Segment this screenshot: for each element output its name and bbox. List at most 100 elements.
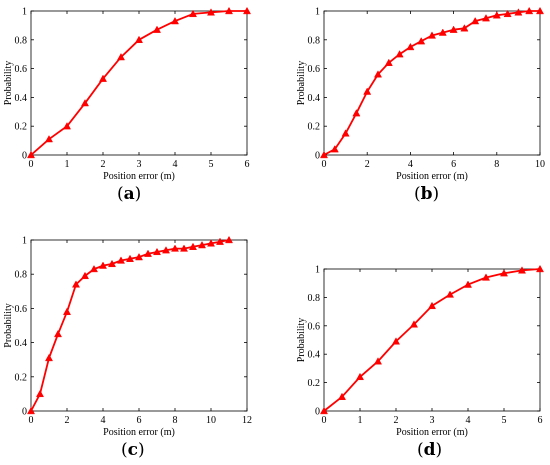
x-tick-label: 3: [430, 415, 435, 426]
x-tick-label: 3: [137, 159, 142, 170]
x-tick-label: 8: [494, 159, 499, 170]
data-point-marker: [26, 150, 36, 159]
data-point-marker: [319, 406, 329, 415]
x-tick-label: 6: [245, 159, 250, 170]
data-point-marker: [427, 301, 437, 310]
data-point-marker: [460, 24, 469, 32]
data-point-marker: [215, 237, 225, 245]
y-tick-label: 0.8: [308, 293, 321, 304]
y-tick-label: 0.8: [308, 35, 321, 46]
y-tick-label: 0.4: [308, 93, 321, 104]
data-point-marker: [514, 8, 523, 16]
data-point-marker: [80, 271, 90, 280]
data-point-marker: [492, 11, 501, 19]
y-tick-label: 1: [22, 7, 27, 18]
y-tick-label: 1: [22, 236, 27, 247]
data-point-marker: [319, 150, 329, 159]
x-tick-label: 4: [101, 415, 106, 426]
panel-label-b-letter: b: [420, 184, 433, 204]
chart-panel-a: 0 1 2 3 4 5 6 0 0.2 0.4 0.6 0.8 1 Position error (m) P…: [3, 6, 252, 182]
x-tick-label: 2: [394, 415, 399, 426]
data-point-marker: [499, 269, 509, 277]
y-tick-label: 0: [315, 151, 320, 162]
y-tick-label: 0: [22, 407, 27, 418]
data-point-marker: [330, 145, 339, 153]
x-axis-label: Position error (m): [396, 171, 468, 182]
data-point-marker: [384, 58, 393, 66]
y-tick-label: 0.4: [308, 350, 321, 361]
data-point-marker: [535, 6, 545, 15]
y-tick-label: 0.4: [15, 93, 28, 104]
data-point-marker: [535, 264, 545, 273]
data-point-marker: [152, 25, 162, 33]
data-point-marker: [427, 31, 437, 39]
x-tick-label: 4: [408, 159, 413, 170]
y-tick-label: 0.6: [15, 64, 28, 75]
data-point-marker: [170, 16, 180, 25]
data-point-marker: [503, 9, 512, 18]
data-point-marker: [363, 87, 372, 95]
data-point-marker: [152, 247, 162, 256]
x-tick-label: 0: [322, 415, 327, 426]
y-tick-label: 0.6: [308, 321, 321, 332]
axes-frame: [30, 10, 248, 156]
y-tick-label: 0.2: [15, 122, 28, 133]
data-point-marker: [224, 6, 234, 15]
x-tick-label: 1: [358, 415, 363, 426]
x-tick-label: 5: [502, 415, 507, 426]
data-point-marker: [143, 249, 153, 257]
y-tick-label: 0.6: [15, 304, 28, 315]
data-point-marker: [62, 122, 72, 130]
data-point-marker: [44, 353, 54, 362]
data-point-marker: [355, 372, 365, 381]
data-point-marker: [197, 240, 207, 249]
x-tick-label: 0: [29, 415, 34, 426]
x-tick-label: 4: [466, 415, 471, 426]
data-point-marker: [125, 254, 135, 262]
data-point-marker: [134, 35, 144, 43]
data-point-marker: [391, 337, 401, 345]
data-point-marker: [517, 266, 527, 274]
data-point-marker: [134, 252, 144, 261]
y-tick-label: 0.2: [308, 122, 321, 133]
axes-frame: [30, 239, 248, 412]
x-tick-label: 10: [206, 415, 216, 426]
axes-frame: [323, 268, 541, 412]
data-point-marker: [471, 16, 480, 25]
y-tick-label: 0.6: [308, 64, 321, 75]
y-tick-label: 0.4: [15, 338, 28, 349]
data-point-marker: [341, 129, 350, 137]
y-tick-label: 1: [315, 7, 320, 18]
y-tick-label: 0.8: [15, 35, 28, 46]
data-point-marker: [98, 74, 108, 82]
data-point-marker: [242, 6, 252, 15]
chart-panel-c: 0 2 4 6 8 10 12 0 0.2 0.4 0.6 0.8 1 Position error (m…: [3, 236, 252, 439]
y-tick-label: 1: [315, 265, 320, 276]
y-tick-label: 0.2: [15, 372, 28, 383]
data-point-marker: [44, 135, 54, 143]
data-point-marker: [337, 392, 347, 400]
x-tick-label: 2: [65, 415, 70, 426]
x-tick-label: 6: [538, 415, 543, 426]
data-point-marker: [373, 357, 383, 365]
x-axis-label: Position error (m): [103, 171, 175, 182]
panel-label-d-letter: d: [423, 440, 436, 460]
panel-label-a: (a): [117, 184, 142, 204]
x-tick-label: 5: [209, 159, 214, 170]
panel-label-b: (b): [414, 184, 440, 204]
x-tick-label: 2: [101, 159, 106, 170]
y-axis-label: Probability: [3, 303, 14, 347]
y-tick-label: 0.8: [15, 270, 28, 281]
x-tick-label: 2: [365, 159, 370, 170]
series-line: [30, 10, 247, 156]
data-point-marker: [481, 14, 491, 22]
panel-label-a-letter: a: [123, 184, 135, 204]
data-point-marker: [438, 28, 447, 36]
data-point-marker: [80, 99, 90, 107]
data-point-marker: [116, 52, 126, 61]
x-tick-label: 6: [451, 159, 456, 170]
axes-frame: [323, 10, 541, 156]
panel-label-c: (c): [121, 440, 145, 460]
x-tick-label: 6: [137, 415, 142, 426]
